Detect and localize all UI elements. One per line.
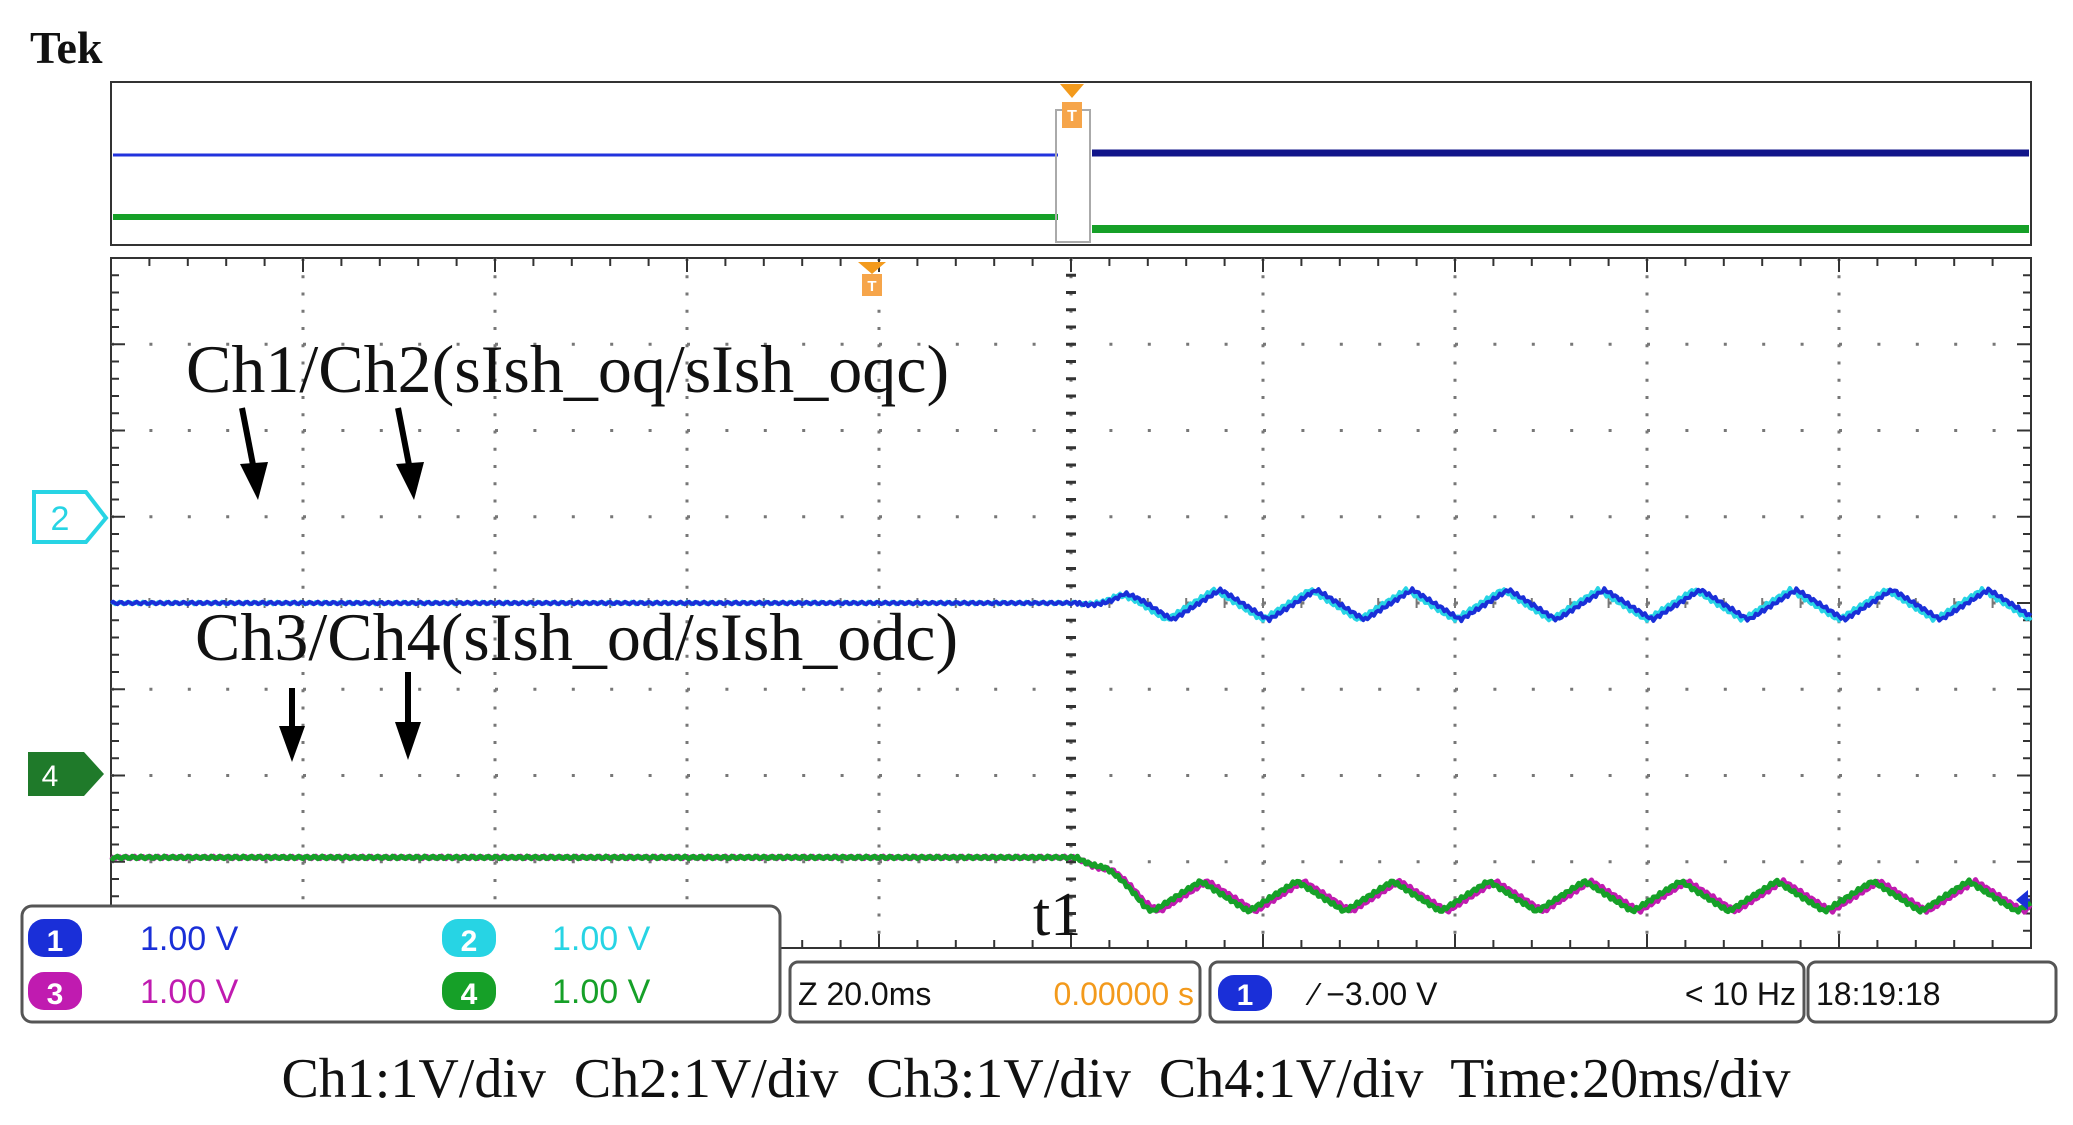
trigger-frequency: < 10 Hz bbox=[1685, 976, 1796, 1012]
timebase-position: 0.00000 s bbox=[1053, 976, 1194, 1012]
ch1-badge[interactable] bbox=[28, 919, 82, 957]
ch2-badge[interactable] bbox=[442, 919, 496, 957]
svg-text:T: T bbox=[867, 278, 876, 295]
ch2-ground-marker[interactable]: 2 bbox=[32, 490, 109, 544]
ch1-scale: 1.00 V bbox=[140, 920, 239, 958]
trigger-readout[interactable]: 1 ∕ −3.00 V < 10 Hz bbox=[1208, 960, 1806, 1024]
trigger-source: 1 bbox=[1237, 979, 1254, 1012]
ch4-badge[interactable] bbox=[442, 972, 496, 1010]
waveform-sish-oq bbox=[109, 586, 2033, 624]
arrow-ch4 bbox=[395, 672, 421, 760]
ch4-scale: 1.00 V bbox=[552, 973, 651, 1011]
overview-trigger-icon bbox=[1060, 84, 1084, 98]
ch1-badge-label: 1 bbox=[47, 925, 64, 958]
annotation-t1: t1 bbox=[1033, 881, 1081, 949]
scale-caption: Ch1:1V/div Ch2:1V/div Ch3:1V/div Ch4:1V/… bbox=[281, 1048, 1790, 1110]
arrow-ch3 bbox=[279, 688, 305, 762]
clock-time: 18:19:18 bbox=[1816, 976, 1941, 1012]
ch2-marker-label: 2 bbox=[51, 500, 70, 538]
trigger-position-icon[interactable]: T bbox=[858, 262, 886, 296]
ch4-badge-label: 4 bbox=[461, 978, 478, 1011]
channel-readout-panel: 1 1.00 V 2 1.00 V 3 1.00 V 4 1.00 V bbox=[20, 904, 782, 1024]
arrow-ch1 bbox=[239, 407, 268, 500]
waveform-sish-odc bbox=[109, 853, 2033, 915]
arrow-ch2 bbox=[395, 407, 424, 500]
ch2-badge-label: 2 bbox=[461, 925, 478, 958]
ch4-marker-label: 4 bbox=[42, 760, 59, 793]
trigger-level: ∕ −3.00 V bbox=[1305, 976, 1438, 1012]
brand-logo: Tek bbox=[30, 22, 103, 73]
ch2-scale: 1.00 V bbox=[552, 920, 651, 958]
timebase-scale: Z 20.0ms bbox=[798, 976, 931, 1012]
overview-strip: T bbox=[110, 81, 2032, 246]
svg-text:T: T bbox=[1067, 108, 1077, 125]
annotation-q-label: Ch1/Ch2(sIsh_oq/sIsh_oqc) bbox=[186, 331, 949, 407]
trigger-source-badge bbox=[1218, 975, 1272, 1011]
waveforms bbox=[109, 586, 2033, 915]
ch3-badge[interactable] bbox=[28, 972, 82, 1010]
timebase-readout[interactable]: Z 20.0ms 0.00000 s bbox=[788, 960, 1202, 1024]
annotation-d-label: Ch3/Ch4(sIsh_od/sIsh_odc) bbox=[195, 599, 958, 675]
ch4-ground-marker[interactable]: 4 bbox=[28, 752, 104, 796]
ch3-badge-label: 3 bbox=[47, 978, 64, 1011]
clock-readout: 18:19:18 bbox=[1806, 960, 2058, 1024]
ch3-scale: 1.00 V bbox=[140, 973, 239, 1011]
